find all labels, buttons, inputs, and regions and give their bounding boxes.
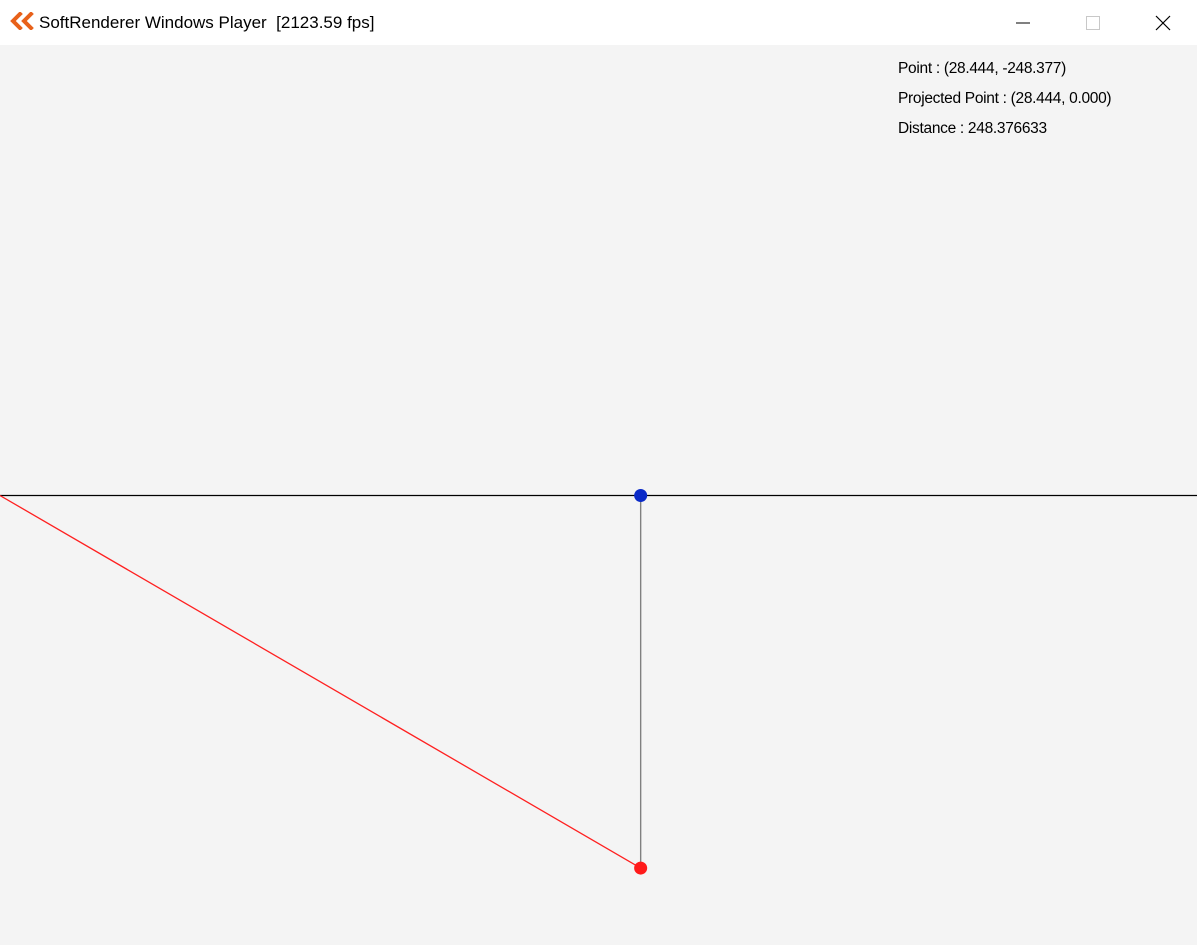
- maximize-button[interactable]: [1058, 0, 1128, 45]
- distance-readout: Distance : 248.376633: [898, 120, 1047, 137]
- fps-counter: [2123.59 fps]: [276, 13, 375, 32]
- close-button[interactable]: [1128, 0, 1197, 45]
- point-marker[interactable]: [634, 861, 648, 875]
- minimize-icon: [1016, 22, 1030, 23]
- close-icon: [1155, 15, 1171, 30]
- minimize-button[interactable]: [988, 0, 1058, 45]
- maximize-icon: [1086, 15, 1100, 30]
- render-canvas[interactable]: Point : (28.444, -248.377) Projected Poi…: [0, 45, 1197, 945]
- window-title: SoftRenderer Windows Player [2123.59 fps…: [39, 13, 374, 33]
- title-bar[interactable]: SoftRenderer Windows Player [2123.59 fps…: [0, 0, 1197, 45]
- projected-point-marker: [634, 489, 648, 502]
- scene-viewport: [0, 489, 1197, 875]
- app-logo-icon: [10, 12, 34, 30]
- projected-point-readout: Projected Point : (28.444, 0.000): [898, 90, 1112, 107]
- app-name: SoftRenderer Windows Player: [39, 13, 267, 32]
- red-line: [0, 494, 641, 869]
- point-readout: Point : (28.444, -248.377): [898, 60, 1066, 77]
